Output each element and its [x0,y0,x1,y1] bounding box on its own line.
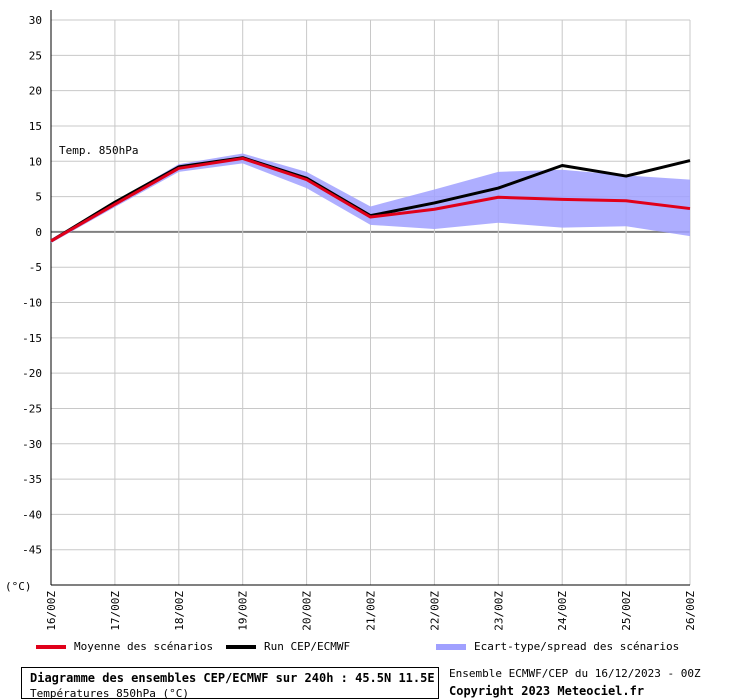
x-tick-label: 24/00Z [556,591,569,631]
legend: Moyenne des scénarios Run CEP/ECMWF Ecar… [0,640,740,656]
legend-item-run: Run CEP/ECMWF [226,640,350,653]
y-tick-label: 25 [29,49,42,62]
legend-label-mean: Moyenne des scénarios [74,640,214,653]
chart-area: 30 25 20 15 10 5 0 -5 -10 -15 -20 -25 -30 -35 -40 -45 16… [5,10,697,631]
y-tick-label: 0 [35,226,42,239]
y-tick-label: -10 [22,297,42,310]
legend-label-spread: Ecart-type/spread des scénarios [474,640,680,653]
y-tick-label: -40 [22,508,42,521]
x-tick-label: 23/00Z [492,591,505,631]
legend-item-mean: Moyenne des scénarios [36,640,213,653]
y-tick-label: 10 [29,155,42,168]
legend-label-run: Run CEP/ECMWF [264,640,351,653]
y-tick-label: 15 [29,120,42,133]
y-tick-label: -30 [22,438,42,451]
footer-title-box: Diagramme des ensembles CEP/ECMWF sur 24… [21,667,439,700]
x-tick-label: 26/00Z [684,591,697,631]
y-tick-label: 20 [29,85,42,98]
chart-annotation: Temp. 850hPa [59,144,138,157]
x-tick-label: 18/00Z [173,591,186,631]
y-unit-label: (°C) [5,580,32,593]
x-tick-label: 17/00Z [109,591,122,631]
legend-swatch-run [226,644,256,649]
x-tick-label: 25/00Z [620,591,633,631]
x-tick-label: 21/00Z [365,591,378,631]
y-tick-label: -25 [22,402,42,415]
legend-swatch-spread [436,643,466,650]
x-tick-label: 20/00Z [301,591,314,631]
y-tick-label: 30 [29,14,42,27]
copyright-text: Copyright 2023 Meteociel.fr [449,684,645,698]
legend-swatch-mean [36,644,66,649]
ensemble-run-info: Ensemble ECMWF/CEP du 16/12/2023 - 00Z [449,667,701,680]
legend-item-spread: Ecart-type/spread des scénarios [436,640,679,653]
x-tick-label: 16/00Z [45,591,58,631]
y-tick-label: -5 [29,261,42,274]
series-line-mean [50,156,691,243]
y-tick-label: -35 [22,473,42,486]
chart-subtitle: Températures 850hPa (°C) [30,687,189,700]
y-tick-label: 5 [35,191,42,204]
footer-info: Ensemble ECMWF/CEP du 16/12/2023 - 00Z C… [449,667,701,698]
x-tick-label: 19/00Z [237,591,250,631]
x-tick-label: 22/00Z [428,591,441,631]
y-tick-label: -20 [22,367,42,380]
y-tick-label: -45 [22,544,42,557]
y-tick-label: -15 [22,332,42,345]
chart-title: Diagramme des ensembles CEP/ECMWF sur 24… [30,671,435,685]
